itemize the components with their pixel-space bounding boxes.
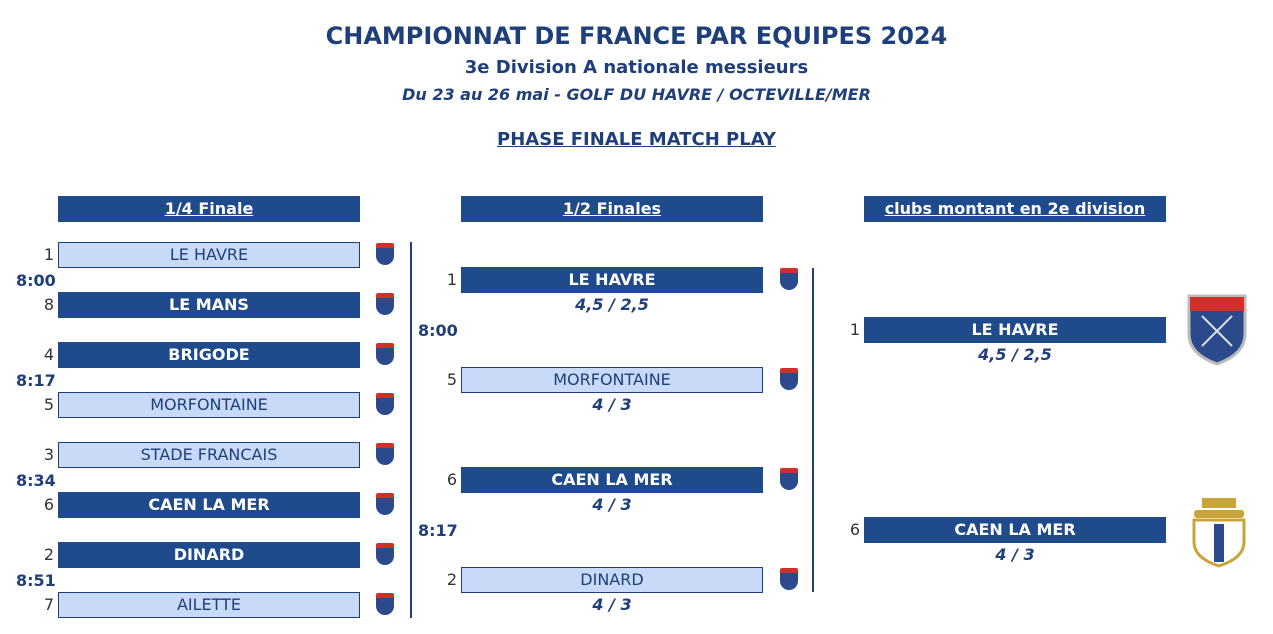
phase: PHASE FINALE MATCH PLAY <box>497 129 776 150</box>
column-heading: 1/4 Finale <box>58 196 360 222</box>
seed: 5 <box>43 395 54 414</box>
club-logo <box>376 343 394 365</box>
club-logo <box>376 543 394 565</box>
team: STADE FRANCAIS <box>58 442 360 468</box>
match-time: 8:00 <box>16 271 56 290</box>
seed: 7 <box>43 595 54 614</box>
match-time: 8:17 <box>16 371 56 390</box>
team: MORFONTAINE <box>461 367 763 393</box>
seed: 6 <box>849 520 860 539</box>
bracket-line <box>410 242 412 618</box>
dates: Du 23 au 26 mai - GOLF DU HAVRE / OCTEVI… <box>402 85 871 104</box>
club-logo <box>376 293 394 315</box>
match-time: 8:51 <box>16 571 56 590</box>
team: AILETTE <box>58 592 360 618</box>
bracket-line <box>812 268 814 592</box>
seed: 4 <box>43 345 54 364</box>
score: 4 / 3 <box>592 395 632 414</box>
seed: 2 <box>43 545 54 564</box>
team: CAEN LA MER <box>461 467 763 493</box>
club-logo <box>376 443 394 465</box>
seed: 3 <box>43 445 54 464</box>
column-heading: clubs montant en 2e division <box>864 196 1166 222</box>
seed: 6 <box>446 470 457 489</box>
team: LE HAVRE <box>461 267 763 293</box>
club-logo <box>1192 498 1246 568</box>
title: CHAMPIONNAT DE FRANCE PAR EQUIPES 2024 <box>325 22 948 50</box>
club-logo <box>780 468 798 490</box>
seed: 1 <box>849 320 860 339</box>
team: MORFONTAINE <box>58 392 360 418</box>
score: 4 / 3 <box>592 595 632 614</box>
team: LE HAVRE <box>864 317 1166 343</box>
score: 4,5 / 2,5 <box>575 295 649 314</box>
club-logo <box>780 268 798 290</box>
team: LE HAVRE <box>58 242 360 268</box>
score: 4 / 3 <box>995 545 1035 564</box>
club-logo <box>780 568 798 590</box>
team: DINARD <box>461 567 763 593</box>
seed: 1 <box>446 270 457 289</box>
team: LE MANS <box>58 292 360 318</box>
club-logo <box>376 393 394 415</box>
score: 4,5 / 2,5 <box>978 345 1052 364</box>
team: DINARD <box>58 542 360 568</box>
club-logo <box>1187 294 1247 366</box>
team: CAEN LA MER <box>58 492 360 518</box>
club-logo <box>376 493 394 515</box>
team: BRIGODE <box>58 342 360 368</box>
score: 4 / 3 <box>592 495 632 514</box>
club-logo <box>376 243 394 265</box>
subtitle: 3e Division A nationale messieurs <box>464 57 809 78</box>
club-logo <box>376 593 394 615</box>
seed: 1 <box>43 245 54 264</box>
team: CAEN LA MER <box>864 517 1166 543</box>
seed: 5 <box>446 370 457 389</box>
seed: 8 <box>43 295 54 314</box>
match-time: 8:34 <box>16 471 56 490</box>
seed: 6 <box>43 495 54 514</box>
club-logo <box>780 368 798 390</box>
seed: 2 <box>446 570 457 589</box>
match-time: 8:00 <box>418 321 458 340</box>
column-heading: 1/2 Finales <box>461 196 763 222</box>
match-time: 8:17 <box>418 521 458 540</box>
